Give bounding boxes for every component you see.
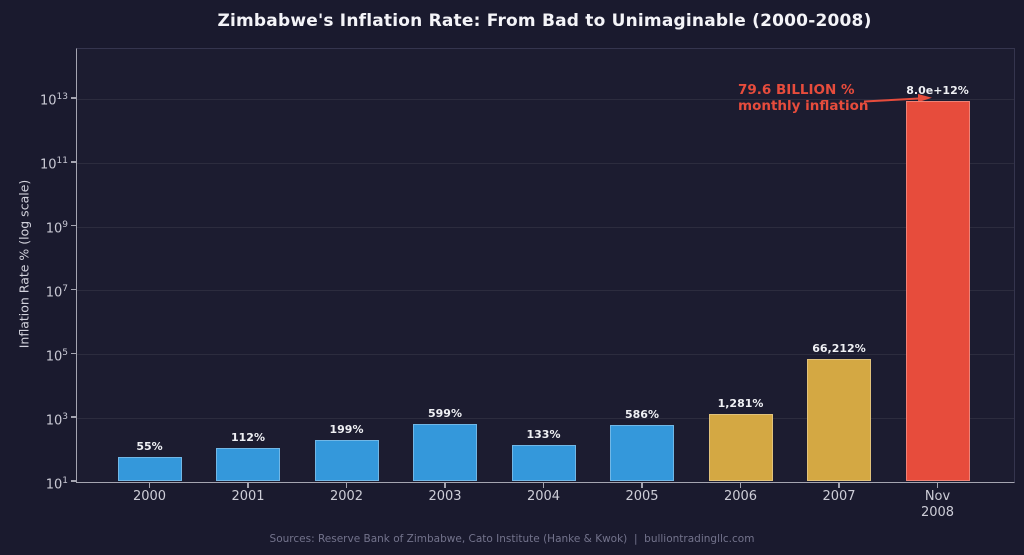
x-tick-mark	[148, 482, 151, 488]
x-tick-label-2004: 2004	[526, 489, 561, 504]
y-tick-label-10e3: 103	[45, 411, 68, 428]
x-tick-label-2006: 2006	[723, 489, 758, 504]
y-tick-mark	[70, 352, 76, 355]
bar-value-label-2002: 199%	[329, 422, 364, 436]
x-tick-label-2005: 2005	[625, 489, 659, 504]
bar-value-label-2003: 599%	[428, 407, 462, 421]
bar-2006	[708, 413, 773, 481]
x-tick-mark	[641, 482, 643, 488]
y-axis-label: Inflation Rate % (log scale)	[16, 179, 32, 349]
source-footer: Sources: Reserve Bank of Zimbabwe, Cato …	[269, 533, 755, 545]
bar-value-label-nov-2008: 8.0e+12%	[906, 84, 969, 98]
x-tick-mark	[936, 482, 939, 488]
bar-2003	[413, 424, 477, 481]
x-tick-mark	[838, 482, 840, 488]
annotation-text: 79.6 BILLION % monthly inflation	[738, 82, 869, 114]
y-tick-mark	[70, 161, 76, 163]
x-tick-mark	[247, 482, 249, 488]
x-tick-mark	[345, 482, 348, 488]
plot-area	[76, 48, 1015, 483]
y-tick-label-10e9: 109	[45, 220, 68, 237]
gridline-10e11	[77, 162, 1014, 164]
annotation-line-2: monthly inflation	[738, 97, 869, 114]
gridline-10e13	[77, 98, 1014, 100]
bar-value-label-2005: 586%	[625, 407, 659, 421]
y-tick-mark	[70, 288, 76, 291]
x-tick-label-2001: 2001	[231, 489, 265, 504]
annotation-arrow-icon	[863, 94, 932, 103]
bar-2000	[117, 457, 182, 481]
y-tick-mark	[70, 416, 76, 418]
y-tick-label-10e13: 1013	[40, 92, 68, 109]
y-tick-label-10e11: 1011	[40, 156, 68, 173]
x-tick-label-2002: 2002	[329, 489, 364, 504]
annotation-line-1: 79.6 BILLION %	[738, 82, 855, 98]
x-tick-label-nov-2008: Nov 2008	[920, 489, 955, 520]
bar-value-label-2007: 66,212%	[812, 342, 866, 356]
y-tick-mark	[70, 97, 76, 99]
x-tick-label-2007: 2007	[822, 489, 856, 504]
y-tick-mark	[70, 224, 76, 227]
y-tick-label-10e5: 105	[45, 347, 68, 365]
gridline-10e3	[77, 418, 1014, 420]
x-tick-mark	[739, 482, 742, 488]
x-tick-label-2000: 2000	[132, 489, 167, 504]
gridline-10e5	[77, 354, 1014, 356]
bar-2007	[807, 359, 871, 481]
bar-2002	[314, 439, 379, 481]
bar-value-label-2001: 112%	[231, 430, 265, 444]
bar-2004	[511, 445, 576, 481]
bar-value-label-2004: 133%	[526, 428, 561, 442]
bar-value-label-2006: 1,281%	[717, 396, 764, 410]
bar-nov-2008	[905, 101, 970, 481]
x-tick-mark	[542, 482, 545, 488]
gridline-10e7	[77, 290, 1014, 292]
y-tick-mark	[70, 480, 76, 482]
bar-value-label-2000: 55%	[136, 440, 163, 454]
gridline-10e9	[77, 226, 1014, 228]
x-tick-mark	[444, 482, 446, 488]
y-tick-label-10e7: 107	[45, 283, 68, 301]
x-tick-label-2003: 2003	[428, 489, 462, 504]
bar-2001	[216, 447, 280, 481]
chart-title: Zimbabwe's Inflation Rate: From Bad to U…	[217, 11, 872, 31]
y-tick-label-10e1: 101	[45, 475, 68, 492]
bar-2005	[610, 424, 674, 481]
